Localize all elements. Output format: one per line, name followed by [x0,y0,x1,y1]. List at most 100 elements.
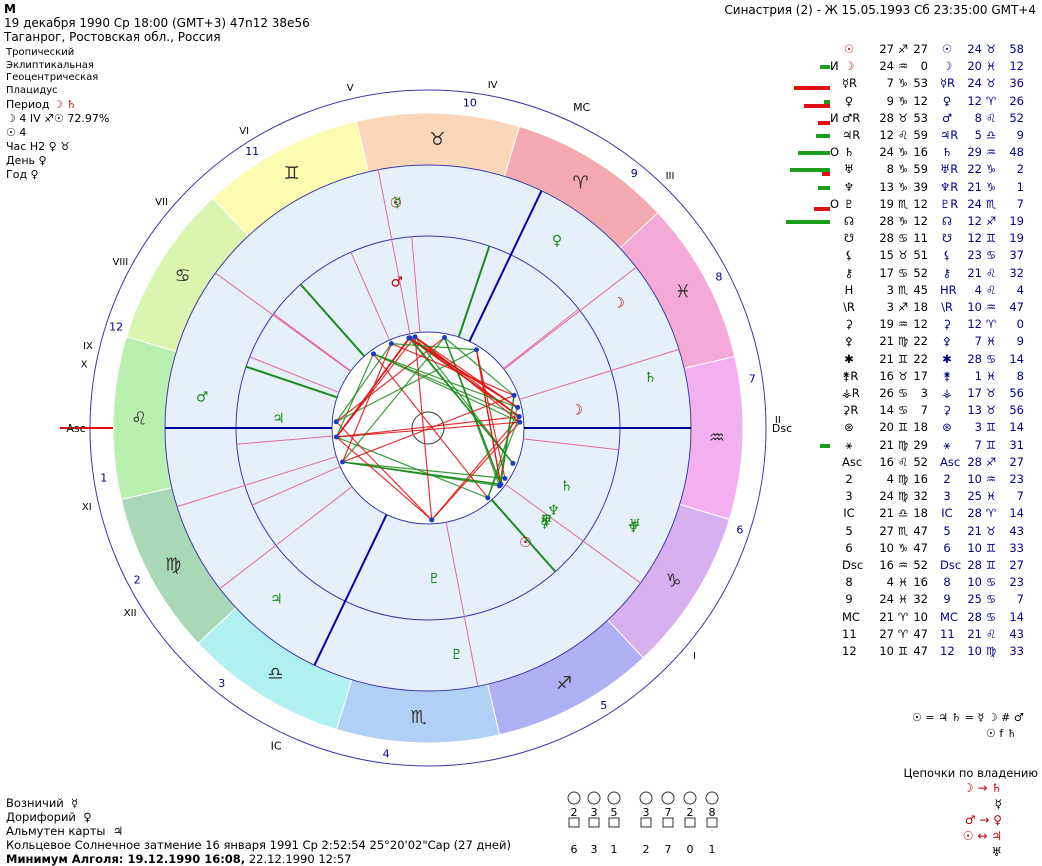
aspect-legend: 2 3 5 3 7 2 86 3 1 2 7 0 1 [567,791,719,856]
partner-sign-glyph: ♉ [985,76,997,91]
degree: 13 [879,179,894,194]
partner-minute: 27 [1009,558,1024,572]
partner-planet-glyph: ☉ [390,195,403,211]
sign-glyph: ♈ [897,626,909,641]
aspect-line [431,421,521,521]
partner-planet-glyph: ♂ [196,389,209,405]
table-row: ☉ 27 ♐ 27 ☉ 24 ♉ 58 [842,42,1038,59]
period-label: Период [6,98,50,111]
partner-minute: 58 [1009,42,1024,56]
partner-degree: 20 [967,59,982,74]
aspect-count: 2 [643,843,650,856]
partner-minute: 23 [1009,472,1024,486]
minute: 18 [913,420,928,435]
sign-glyph: ♍ [897,489,909,504]
degree: 21 [879,334,894,349]
strength-bar-positive [820,65,830,70]
partner-planet-glyph: ♃ [270,591,283,607]
table-row: ♅ 8 ♑ 59 ♅R 22 ♑ 2 [842,162,1038,179]
sign-glyph: ♉ [897,110,909,125]
table-row: Asc 16 ♌ 52 Asc 28 ♐ 27 [842,455,1038,472]
minute: 59 [913,162,928,177]
partner-minute: 31 [1009,437,1024,452]
sign-glyph: ♑ [897,540,909,555]
partner-planet-glyph: ♅R [940,162,959,177]
partner-planet-glyph: ♀ [942,93,952,108]
partner-sign-glyph: ♋ [985,351,997,366]
minute: 22 [913,334,928,349]
natal-planet-glyph: ♀ [542,513,552,529]
year-ruler: Год ♀ [6,168,39,181]
table-row: MC 21 ♈ 10 MC 28 ♋ 14 [842,610,1038,627]
partner-planet-glyph: ⚳ [942,403,952,418]
degree: 17 [879,265,894,280]
sign-glyph: ♒ [897,317,909,332]
table-row: ⚶R 26 ♋ 3 ⚶ 17 ♉ 56 [842,386,1038,403]
reception-line-2: ☉ f ♄ [986,727,1017,740]
strength-bar-negative [804,103,830,108]
strength-bar-positive [790,168,830,173]
partner-sign-glyph: ♋ [985,592,997,607]
table-row: Dsc 16 ♒ 52 Dsc 28 ♊ 27 [842,558,1038,575]
partner-minute: 1 [1016,179,1024,194]
partner-planet-glyph: ♆ [627,520,640,536]
planet-glyph: Н [844,282,854,297]
table-row: 8 4 ♓ 16 8 10 ♋ 23 [842,575,1038,592]
zodiac-sign-glyph: ♉ [429,129,445,150]
strength-bar-positive [798,151,830,156]
minute: 39 [913,179,928,194]
aspect-legend-icons [567,791,719,828]
house-cusp-line [377,169,411,334]
partner-degree: 12 [967,93,982,108]
partner-degree: 23 [967,248,982,263]
partner-planet-glyph: ♀ [552,233,562,249]
partner-degree: 25 [967,592,982,607]
degree: 27 [879,42,894,56]
planet-glyph: 8 [845,575,853,590]
partner-degree: 12 [967,317,982,332]
partner-minute: 2 [1016,162,1024,177]
aspect-line [341,343,392,463]
house-number: 5 [600,699,607,712]
sign-glyph: ♏ [897,282,909,297]
partner-sign-glyph: ♋ [985,575,997,590]
time-rulers: Период ☽ ♄ ☽ 4 IV ♐☉ 72.97% ☉ 4 Час H2 ♀… [6,98,109,182]
partner-degree: 8 [974,110,982,125]
minute: 16 [913,472,928,486]
planet-glyph: 9 [845,592,853,607]
partner-degree: 24 [967,42,982,56]
aspect-count: 2 [571,806,578,819]
degree: 24 [879,489,894,504]
partner-planet-glyph: ☽ [941,59,953,74]
partner-degree: 5 [974,128,982,142]
strength-bar-positive [816,134,830,138]
partner-minute: 14 [1009,609,1024,624]
table-row: \R 3 ♐ 18 \R 10 ♒ 47 [842,300,1038,317]
degree: 16 [879,368,894,383]
partner-planet-glyph: 11 [940,626,955,641]
degree: 27 [879,626,894,641]
aspect-line [409,337,518,408]
aspect-count: 2 [687,806,694,819]
minute: 47 [913,626,928,641]
house-cusp-line [215,272,351,372]
planet-glyph: MC [842,609,860,624]
partner-degree: 25 [967,489,982,504]
partner-sign-glyph: ♍ [985,644,997,658]
planet-glyph: 12 [842,644,857,658]
planet-glyph: ⚷ [844,265,854,280]
planet-strength-bars [780,42,840,462]
charioteer-glyph: ☿ [71,796,79,810]
partner-planet-glyph: ⚹ [943,437,951,452]
partner-minute: 33 [1009,540,1024,555]
planet-glyph: ⚴ [844,334,854,349]
partner-sign-glyph: ♓ [985,368,997,383]
partner-minute: 7 [1016,489,1024,504]
zodiac-sign-glyph: ♒ [709,427,725,448]
partner-cusp-line [236,435,333,445]
planet-glyph: ☊ [843,214,855,228]
day-ruler: День ♀ [6,154,47,167]
planet-glyph: ♃R [842,128,861,142]
partner-degree: 29 [967,145,982,160]
